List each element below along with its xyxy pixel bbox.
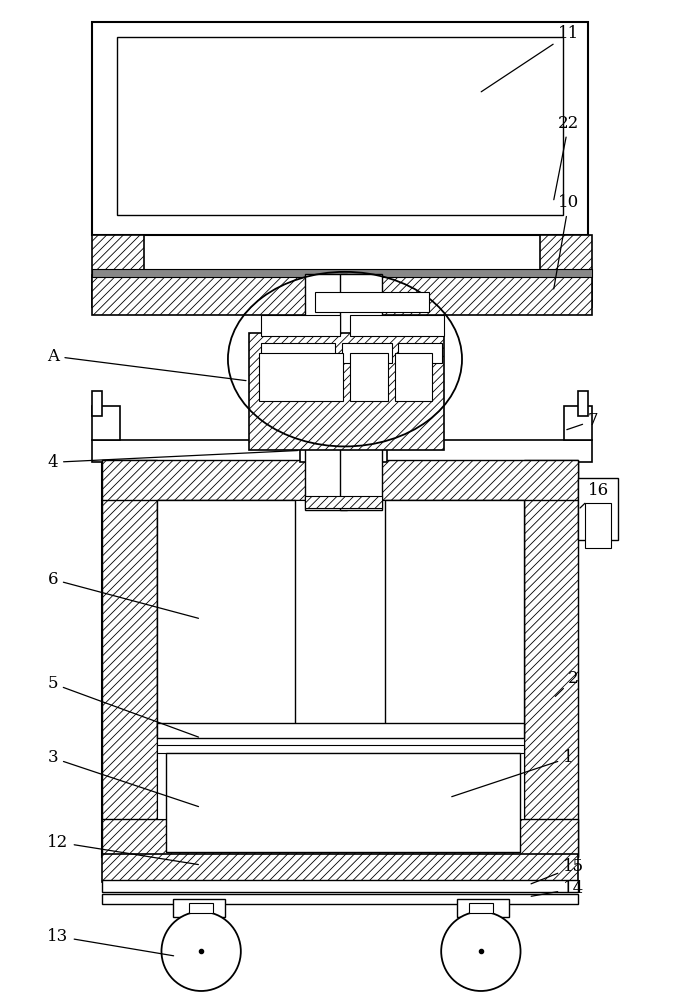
Bar: [156, 745, 523, 753]
Bar: [305, 274, 347, 510]
Text: 1: 1: [451, 749, 574, 797]
Bar: [305, 496, 382, 508]
Circle shape: [441, 912, 520, 991]
Bar: [156, 500, 523, 819]
Text: 15: 15: [531, 858, 585, 884]
Bar: [92, 22, 588, 235]
Bar: [249, 333, 444, 450]
Text: A: A: [47, 348, 246, 381]
Bar: [189, 903, 213, 913]
Bar: [156, 500, 295, 728]
Text: 22: 22: [554, 115, 579, 200]
Bar: [385, 500, 523, 728]
Bar: [156, 723, 523, 738]
Bar: [117, 37, 563, 215]
Bar: [92, 275, 592, 315]
Bar: [457, 899, 509, 917]
Text: 5: 5: [47, 675, 199, 737]
Bar: [540, 235, 592, 307]
Bar: [261, 343, 335, 363]
Bar: [585, 503, 611, 548]
Bar: [316, 292, 430, 312]
Bar: [578, 478, 617, 540]
Bar: [259, 353, 343, 401]
Text: 11: 11: [482, 25, 579, 92]
Text: 10: 10: [554, 194, 579, 289]
Bar: [395, 353, 432, 401]
Bar: [102, 880, 578, 892]
Bar: [350, 315, 444, 336]
Bar: [102, 819, 578, 857]
Text: 14: 14: [531, 880, 585, 897]
Circle shape: [161, 912, 241, 991]
Bar: [102, 460, 156, 857]
Bar: [102, 460, 578, 857]
Text: 6: 6: [47, 571, 199, 618]
Text: 12: 12: [47, 834, 199, 865]
Bar: [350, 353, 388, 401]
Text: 2: 2: [555, 670, 579, 696]
Bar: [167, 753, 520, 852]
Bar: [523, 460, 578, 857]
Bar: [92, 391, 102, 416]
Bar: [173, 899, 225, 917]
Bar: [92, 235, 143, 307]
Bar: [92, 269, 592, 277]
Text: 13: 13: [47, 928, 173, 956]
Bar: [92, 440, 592, 462]
Bar: [578, 391, 588, 416]
Bar: [340, 274, 382, 510]
Bar: [102, 460, 578, 500]
Bar: [102, 894, 578, 904]
Text: 7: 7: [567, 412, 598, 430]
Bar: [261, 315, 340, 336]
Bar: [564, 406, 592, 440]
Bar: [102, 854, 578, 882]
Bar: [92, 406, 120, 440]
Bar: [301, 413, 387, 462]
Text: 3: 3: [47, 749, 199, 807]
Bar: [469, 903, 492, 913]
Text: 16: 16: [580, 482, 609, 508]
Bar: [342, 343, 391, 363]
Text: 4: 4: [47, 451, 298, 471]
Bar: [398, 343, 442, 363]
